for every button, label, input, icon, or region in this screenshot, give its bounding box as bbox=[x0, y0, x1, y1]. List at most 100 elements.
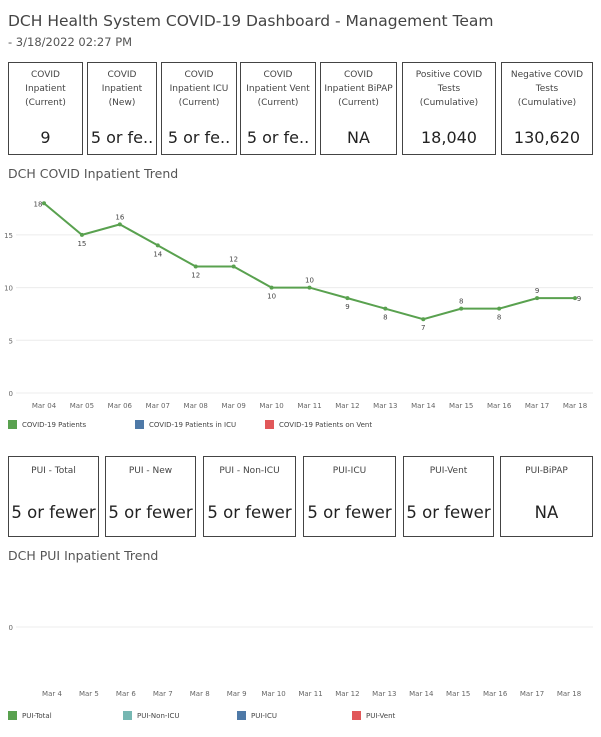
legend-label: PUI-Total bbox=[22, 711, 52, 720]
data-label: 9 bbox=[535, 287, 539, 295]
x-tick-label: Mar 14 bbox=[409, 690, 434, 698]
x-tick-label: Mar 6 bbox=[116, 690, 136, 698]
kpi-value: NA bbox=[347, 128, 370, 147]
x-tick-label: Mar 15 bbox=[449, 402, 473, 410]
kpi-label: PUI-BiPAP bbox=[525, 466, 568, 476]
data-point bbox=[155, 243, 160, 248]
kpi-value: 5 or fe.. bbox=[246, 128, 310, 147]
data-point bbox=[117, 222, 122, 227]
data-label: 8 bbox=[459, 298, 463, 306]
x-tick-label: Mar 05 bbox=[70, 402, 94, 410]
kpi-covid-inpatient-current[interactable]: COVID Inpatient (Current) 9 bbox=[8, 62, 83, 155]
data-label: 8 bbox=[383, 314, 387, 322]
data-label: 10 bbox=[305, 277, 314, 285]
kpi-label: COVID Inpatient (New) bbox=[101, 70, 143, 108]
data-label: 10 bbox=[267, 293, 276, 301]
covid-inpatient-trend-chart: 0 5 10 15 Mar 04 Mar 05 Mar 06 Mar 07 Mar 08 Mar … bbox=[4, 200, 593, 410]
x-tick-label: Mar 18 bbox=[557, 690, 581, 698]
legend-swatch bbox=[135, 420, 144, 429]
x-tick-label: Mar 07 bbox=[146, 402, 170, 410]
pui-trend-title: DCH PUI Inpatient Trend bbox=[8, 548, 159, 563]
kpi-value: 5 or fewer bbox=[307, 503, 392, 522]
data-point bbox=[307, 285, 312, 290]
x-tick-label: Mar 4 bbox=[42, 690, 62, 698]
data-label: 7 bbox=[421, 324, 425, 332]
kpi-value: 5 or fe.. bbox=[90, 128, 154, 147]
kpi-covid-inpatient-vent[interactable]: COVID Inpatient Vent (Current) 5 or fe.. bbox=[240, 62, 316, 155]
x-tick-label: Mar 13 bbox=[372, 690, 396, 698]
data-point bbox=[345, 296, 350, 301]
x-tick-label: Mar 06 bbox=[108, 402, 133, 410]
x-tick-label: Mar 17 bbox=[520, 690, 544, 698]
data-label: 18 bbox=[34, 200, 43, 208]
covid-trend-title: DCH COVID Inpatient Trend bbox=[8, 166, 179, 181]
data-point bbox=[269, 285, 274, 290]
kpi-pui-vent[interactable]: PUI-Vent 5 or fewer bbox=[403, 456, 494, 537]
y-tick-label: 5 bbox=[9, 337, 13, 345]
x-tick-label: Mar 09 bbox=[221, 402, 245, 410]
x-tick-label: Mar 08 bbox=[184, 402, 208, 410]
kpi-value: 18,040 bbox=[421, 128, 477, 147]
x-tick-label: Mar 10 bbox=[259, 402, 283, 410]
data-point bbox=[535, 296, 540, 301]
data-point bbox=[42, 201, 46, 206]
data-point bbox=[79, 232, 84, 237]
data-point bbox=[383, 306, 388, 311]
data-point bbox=[497, 306, 502, 311]
kpi-pui-icu[interactable]: PUI-ICU 5 or fewer bbox=[303, 456, 396, 537]
legend-label: PUI-Vent bbox=[366, 711, 396, 720]
kpi-covid-inpatient-new[interactable]: COVID Inpatient (New) 5 or fe.. bbox=[87, 62, 157, 155]
data-point bbox=[573, 296, 577, 301]
legend-label: COVID-19 Patients on Vent bbox=[279, 420, 373, 429]
kpi-value: 5 or fe.. bbox=[167, 128, 231, 147]
kpi-pui-new[interactable]: PUI - New 5 or fewer bbox=[105, 456, 196, 537]
data-point bbox=[459, 306, 464, 311]
kpi-pui-total[interactable]: PUI - Total 5 or fewer bbox=[8, 456, 99, 537]
legend-item-pui-non-icu[interactable]: PUI-Non-ICU bbox=[123, 711, 180, 720]
kpi-negative-tests[interactable]: Negative COVID Tests (Cumulative) 130,62… bbox=[501, 62, 593, 155]
x-tick-label: Mar 13 bbox=[373, 402, 397, 410]
x-tick-label: Mar 18 bbox=[563, 402, 587, 410]
kpi-label: COVID Inpatient Vent (Current) bbox=[246, 70, 310, 108]
data-point bbox=[193, 264, 198, 269]
data-label: 14 bbox=[153, 250, 162, 258]
legend-item-pui-total[interactable]: PUI-Total bbox=[8, 711, 52, 720]
legend-swatch bbox=[265, 420, 274, 429]
data-point bbox=[231, 264, 236, 269]
legend-item-pui-vent[interactable]: PUI-Vent bbox=[352, 711, 395, 720]
kpi-pui-bipap[interactable]: PUI-BiPAP NA bbox=[500, 456, 593, 537]
data-label: 8 bbox=[497, 314, 501, 322]
x-tick-label: Mar 10 bbox=[261, 690, 285, 698]
kpi-covid-inpatient-icu[interactable]: COVID Inpatient ICU (Current) 5 or fe.. bbox=[161, 62, 237, 155]
x-tick-label: Mar 7 bbox=[153, 690, 173, 698]
dashboard-title: DCH Health System COVID-19 Dashboard - M… bbox=[8, 12, 494, 30]
y-tick-label: 15 bbox=[4, 232, 13, 240]
kpi-covid-inpatient-bipap[interactable]: COVID Inpatient BiPAP (Current) NA bbox=[320, 62, 397, 155]
kpi-label: COVID Inpatient (Current) bbox=[25, 70, 66, 108]
legend-item-covid-vent[interactable]: COVID-19 Patients on Vent bbox=[265, 420, 372, 429]
data-label: 12 bbox=[191, 272, 200, 280]
legend-label: PUI-Non-ICU bbox=[137, 711, 180, 720]
x-tick-label: Mar 5 bbox=[79, 690, 99, 698]
kpi-value: NA bbox=[534, 503, 559, 522]
kpi-label: Positive COVID Tests (Cumulative) bbox=[415, 70, 483, 108]
x-tick-label: Mar 11 bbox=[297, 402, 321, 410]
legend-item-covid-icu[interactable]: COVID-19 Patients in ICU bbox=[135, 420, 236, 429]
legend-swatch bbox=[352, 711, 361, 720]
data-label: 9 bbox=[577, 295, 581, 303]
legend-item-covid-patients[interactable]: COVID-19 Patients bbox=[8, 420, 86, 429]
x-tick-label: Mar 12 bbox=[335, 690, 359, 698]
kpi-label: COVID Inpatient ICU (Current) bbox=[169, 70, 229, 108]
kpi-label: PUI-ICU bbox=[332, 466, 367, 476]
kpi-label: PUI-Vent bbox=[429, 466, 468, 476]
kpi-positive-tests[interactable]: Positive COVID Tests (Cumulative) 18,040 bbox=[402, 62, 496, 155]
legend-swatch bbox=[8, 711, 17, 720]
kpi-value: 130,620 bbox=[513, 128, 581, 147]
legend-swatch bbox=[123, 711, 132, 720]
legend-label: COVID-19 Patients bbox=[22, 420, 87, 429]
legend-item-pui-icu[interactable]: PUI-ICU bbox=[237, 711, 277, 720]
kpi-value: 5 or fewer bbox=[406, 503, 491, 522]
kpi-pui-non-icu[interactable]: PUI - Non-ICU 5 or fewer bbox=[203, 456, 296, 537]
data-label: 9 bbox=[345, 303, 349, 311]
